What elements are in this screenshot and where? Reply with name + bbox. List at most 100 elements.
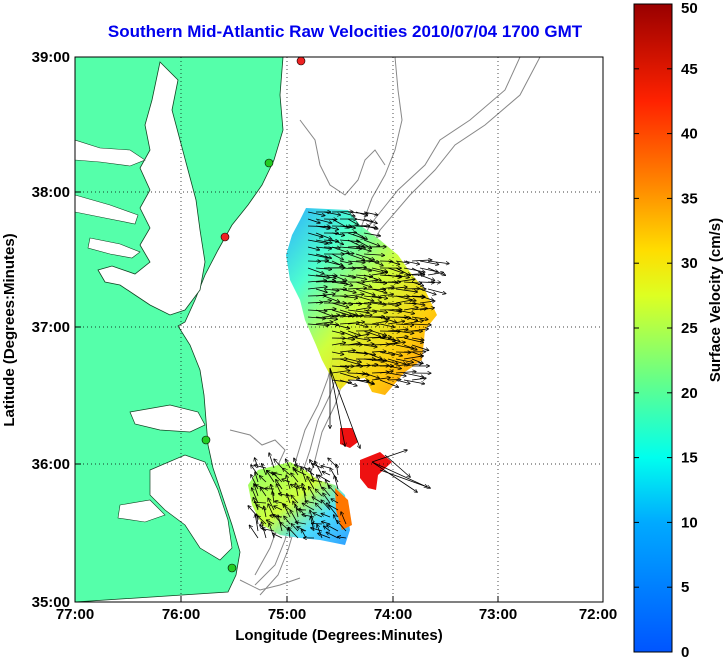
colorbar-tick-label: 35 [681,190,698,207]
velocity-arrow [323,247,340,248]
velocity-arrow [387,260,400,264]
velocity-arrow [267,471,275,483]
velocity-arrow [355,295,374,301]
velocity-arrow [322,522,331,524]
velocity-arrow [331,351,343,354]
x-tick-labels: 77:00 76:00 75:00 74:00 73:00 72:00 [56,606,617,623]
velocity-arrow [411,308,427,310]
velocity-arrow [331,330,344,334]
velocity-arrow [334,476,339,490]
velocity-arrow [323,488,331,497]
velocity-arrow [321,514,331,518]
velocity-arrow [395,267,410,275]
velocity-arrow [347,343,360,345]
velocity-arrow [286,459,291,469]
velocity-arrow [371,282,386,283]
velocity-arrow [307,274,330,277]
velocity-arrow [311,528,323,532]
velocity-arrow [355,307,370,311]
velocity-arrow [395,330,413,333]
velocity-arrow [328,485,339,497]
velocity-arrow [371,260,383,266]
colorbar-tick-label: 40 [681,126,698,143]
velocity-arrow [260,488,267,497]
velocity-arrow [427,260,449,264]
y-tick-label: 39:00 [32,49,70,66]
velocity-arrow [337,521,347,532]
velocity-arrow [315,294,335,297]
velocity-arrow [355,267,371,271]
y-tick-label: 38:00 [32,184,70,201]
x-tick-label: 74:00 [374,606,412,623]
colorbar-tick-label: 20 [681,385,698,402]
colorbar-tick-label: 50 [681,0,698,17]
velocity-arrow [307,253,328,258]
velocity-arrow [403,364,421,367]
velocity-arrow [301,467,307,483]
velocity-arrow [371,303,386,305]
velocity-arrow [379,379,398,387]
velocity-arrow [403,337,423,343]
velocity-arrow [384,454,410,477]
velocity-arrow [355,351,375,355]
velocity-arrow [264,507,266,518]
velocity-arrow [339,350,355,352]
colorbar-gradient [633,3,673,653]
velocity-arrow [395,372,416,373]
colorbar-tick-label: 5 [681,579,689,596]
velocity-arrow [339,372,359,379]
velocity-arrow [419,301,435,303]
velocity-arrow [287,494,291,504]
velocity-arrow [419,274,434,280]
velocity-arrow [347,261,365,263]
velocity-arrow [363,218,377,223]
velocity-arrow [309,487,315,497]
velocity-arrow [355,344,374,345]
velocity-arrow [363,379,374,384]
velocity-arrow [338,537,347,538]
velocity-arrow [363,330,380,337]
velocity-arrow [255,472,259,483]
velocity-arrow [307,477,315,490]
velocity-arrow [274,459,283,469]
velocity-arrow [321,466,331,468]
velocity-arrow [331,315,345,317]
velocity-arrow [339,253,354,254]
velocity-arrow [363,225,378,229]
velocity-arrow [403,379,424,384]
velocity-arrow [329,367,360,448]
velocity-arrow [347,315,363,317]
velocity-arrow [371,461,417,492]
velocity-arrow [273,534,283,539]
velocity-arrow [294,470,307,476]
velocity-arrow [387,310,401,312]
x-tick-label: 75:00 [268,606,306,623]
velocity-arrow [347,246,364,247]
velocity-arrow [371,273,387,276]
plot-area: 77:00 76:00 75:00 74:00 73:00 72:00 39:0… [1,49,617,644]
velocity-arrow [395,344,414,349]
station-marker [264,158,274,168]
velocity-arrow [329,367,345,446]
y-tick-labels: 39:00 38:00 37:00 36:00 35:00 [32,49,70,611]
velocity-arrow [323,309,336,310]
velocity-arrow [315,301,331,304]
velocity-arrow [307,218,320,223]
velocity-arrow [387,365,401,369]
velocity-arrow [254,502,267,503]
velocity-arrow [331,499,339,504]
velocity-arrow [403,296,425,297]
velocity-arrow [295,505,299,518]
velocity-arrow [331,239,343,244]
velocity-arrow [379,343,397,346]
velocity-arrow [339,274,355,278]
velocity-arrow [355,246,371,251]
velocity-arrow [355,288,375,295]
velocity-arrow [371,378,390,381]
velocity-arrow [355,275,372,276]
velocity-arrow [339,295,357,298]
velocity-arrow [363,289,385,290]
velocity-arrow [262,522,267,539]
velocity-arrow [324,526,331,532]
